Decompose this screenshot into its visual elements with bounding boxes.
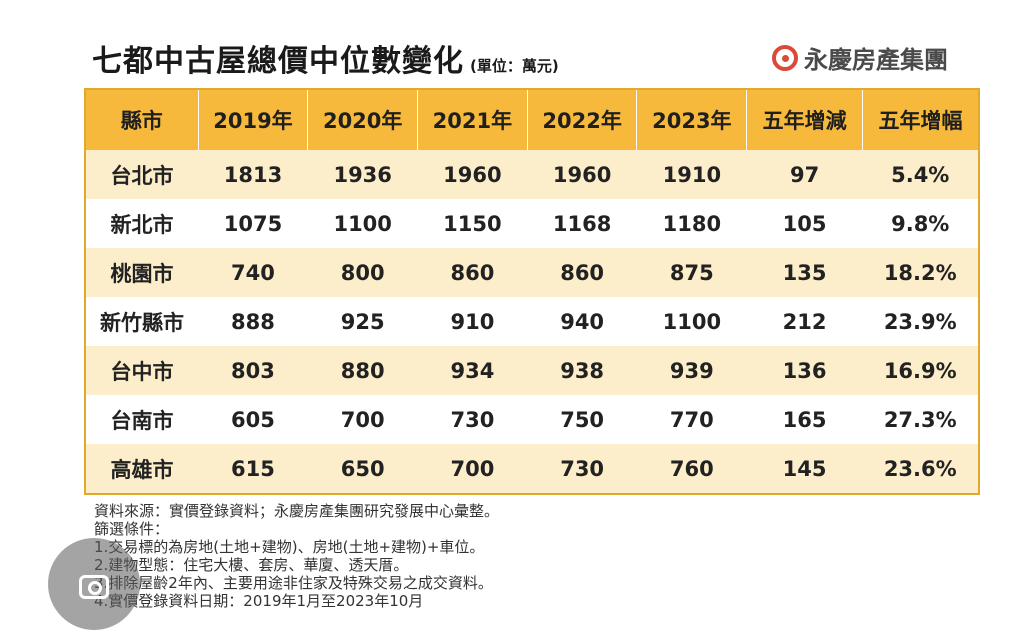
value-cell: 23.6%: [862, 444, 979, 494]
brand-name: 永慶房產集團: [804, 46, 948, 74]
footnote-line: 1.交易標的為房地(土地+建物)、房地(土地+建物)+車位。: [94, 538, 485, 556]
column-header: 五年增減: [746, 89, 863, 150]
value-cell: 1960: [417, 150, 528, 199]
value-cell: 750: [527, 395, 637, 444]
value-cell: 1813: [198, 150, 308, 199]
value-cell: 165: [746, 395, 863, 444]
value-cell: 18.2%: [862, 248, 979, 297]
value-cell: 803: [198, 346, 308, 395]
value-cell: 939: [636, 346, 747, 395]
chart-title: 七都中古屋總價中位數變化: [92, 44, 464, 79]
value-cell: 1075: [198, 199, 308, 248]
value-cell: 1180: [636, 199, 747, 248]
value-cell: 5.4%: [862, 150, 979, 199]
value-cell: 1100: [307, 199, 418, 248]
city-cell: 新北市: [85, 199, 199, 248]
value-cell: 934: [417, 346, 528, 395]
camera-glyph: [79, 575, 109, 599]
value-cell: 1168: [527, 199, 637, 248]
value-cell: 1150: [417, 199, 528, 248]
value-cell: 740: [198, 248, 308, 297]
value-cell: 888: [198, 297, 308, 346]
column-header: 縣市: [85, 89, 199, 150]
value-cell: 860: [527, 248, 637, 297]
city-cell: 高雄市: [85, 444, 199, 494]
value-cell: 700: [307, 395, 418, 444]
value-cell: 875: [636, 248, 747, 297]
table-row: 台北市 1813 1936 1960 1960 1910 97 5.4%: [85, 150, 979, 199]
value-cell: 605: [198, 395, 308, 444]
column-header: 2020年: [307, 89, 418, 150]
brand: 永慶房產集團: [772, 40, 948, 75]
footnotes: 資料來源：實價登錄資料；永慶房產集團研究發展中心彙整。 篩選條件： 1.交易標的為房…: [94, 502, 499, 610]
footnote-line: 4.實價登錄資料日期：2019年1月至2023年10月: [94, 592, 424, 610]
value-cell: 770: [636, 395, 747, 444]
column-header: 2019年: [197, 89, 308, 150]
value-cell: 650: [307, 444, 418, 494]
value-cell: 135: [746, 248, 863, 297]
city-cell: 台北市: [85, 150, 199, 199]
footnote-line: 3.排除屋齡2年內、主要用途非住家及特殊交易之成交資料。: [94, 574, 493, 592]
table-row: 新竹縣市 888 925 910 940 1100 212 23.9%: [85, 297, 979, 346]
city-cell: 新竹縣市: [85, 297, 199, 346]
value-cell: 1100: [636, 297, 747, 346]
value-cell: 136: [746, 346, 863, 395]
price-table: 縣市 2019年 2020年 2021年 2022年 2023年 五年增減 五年增幅 台北市 1…: [84, 88, 980, 495]
value-cell: 925: [307, 297, 418, 346]
value-cell: 615: [198, 444, 308, 494]
table-row: 新北市 1075 1100 1150 1168 1180 105 9.8%: [85, 199, 979, 248]
value-cell: 212: [746, 297, 863, 346]
value-cell: 105: [746, 199, 863, 248]
footnote-line: 篩選條件：: [94, 520, 170, 538]
value-cell: 145: [746, 444, 863, 494]
value-cell: 940: [527, 297, 637, 346]
brand-logo-icon: [772, 44, 798, 71]
footnote-line: 資料來源：實價登錄資料；永慶房產集團研究發展中心彙整。: [94, 502, 500, 520]
value-cell: 9.8%: [862, 199, 979, 248]
page-title: 七都中古屋總價中位數變化 (單位：萬元): [92, 36, 559, 80]
city-cell: 台南市: [85, 395, 199, 444]
unit-label: (單位：萬元): [470, 57, 559, 75]
value-cell: 700: [417, 444, 528, 494]
value-cell: 880: [307, 346, 418, 395]
value-cell: 1910: [636, 150, 747, 199]
value-cell: 938: [527, 346, 637, 395]
column-header: 2023年: [636, 89, 747, 150]
table-row: 高雄市 615 650 700 730 760 145 23.6%: [85, 444, 979, 494]
column-header: 五年增幅: [861, 89, 979, 150]
column-header: 2022年: [526, 89, 637, 150]
table-body: 台北市 1813 1936 1960 1960 1910 97 5.4% 新北市 1075 1100…: [85, 150, 979, 494]
value-cell: 910: [417, 297, 528, 346]
value-cell: 97: [746, 150, 863, 199]
value-cell: 730: [417, 395, 528, 444]
table-row: 台南市 605 700 730 750 770 165 27.3%: [85, 395, 979, 444]
value-cell: 1936: [307, 150, 418, 199]
city-cell: 台中市: [85, 346, 199, 395]
value-cell: 760: [636, 444, 747, 494]
value-cell: 860: [417, 248, 528, 297]
value-cell: 1960: [527, 150, 637, 199]
value-cell: 27.3%: [862, 395, 979, 444]
table-row: 桃園市 740 800 860 860 875 135 18.2%: [85, 248, 979, 297]
footnote-line: 2.建物型態：住宅大樓、套房、華廈、透天厝。: [94, 556, 409, 574]
value-cell: 23.9%: [862, 297, 979, 346]
column-header: 2021年: [417, 89, 528, 150]
value-cell: 730: [527, 444, 637, 494]
lens-camera-icon[interactable]: [48, 538, 140, 630]
value-cell: 16.9%: [862, 346, 979, 395]
value-cell: 800: [307, 248, 418, 297]
table-row: 台中市 803 880 934 938 939 136 16.9%: [85, 346, 979, 395]
table-header-row: 縣市 2019年 2020年 2021年 2022年 2023年 五年增減 五年增幅: [85, 89, 979, 150]
city-cell: 桃園市: [85, 248, 199, 297]
